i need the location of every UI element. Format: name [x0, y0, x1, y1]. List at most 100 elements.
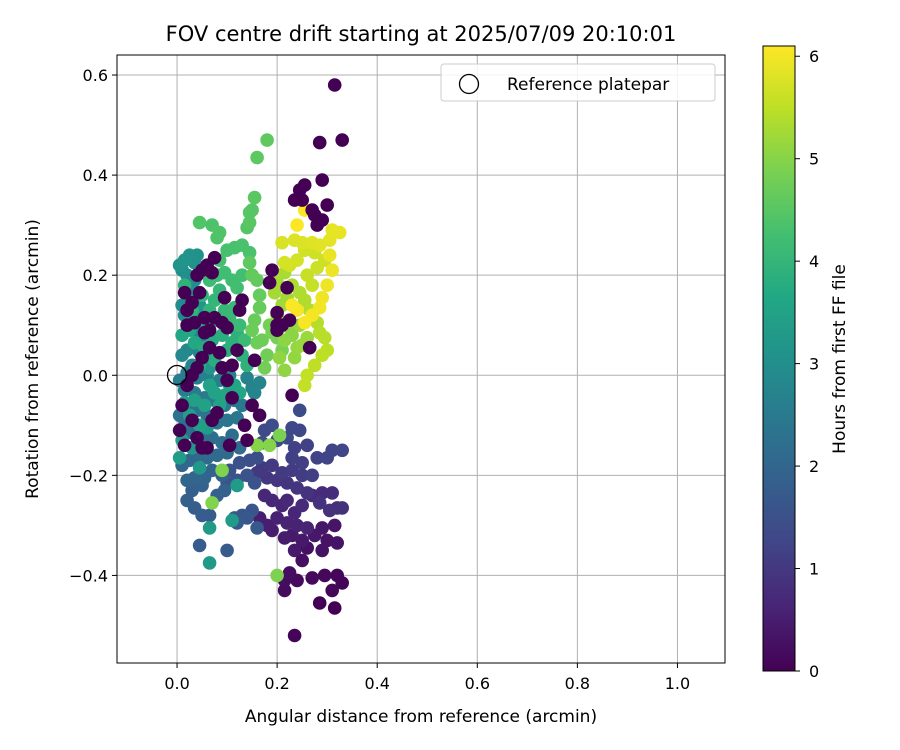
- data-point: [250, 521, 264, 535]
- data-point: [207, 250, 222, 265]
- data-point: [217, 483, 232, 498]
- colorbar-tick-label: 0: [809, 662, 819, 681]
- data-point: [247, 386, 262, 400]
- data-point: [325, 486, 340, 500]
- y-tick-label: 0.4: [83, 166, 108, 185]
- data-point: [317, 330, 332, 345]
- y-tick-label: −0.2: [69, 466, 108, 485]
- data-point: [252, 300, 267, 315]
- y-tick-label: 0.2: [83, 266, 108, 285]
- colorbar-tick-label: 1: [809, 560, 819, 579]
- data-point: [310, 218, 325, 232]
- data-point: [252, 408, 267, 423]
- data-point: [275, 235, 289, 250]
- data-point: [327, 78, 342, 92]
- reference-marker: [166, 364, 188, 386]
- data-point: [310, 451, 325, 465]
- data-point: [245, 203, 259, 217]
- colorbar: [762, 45, 796, 672]
- data-point: [205, 265, 219, 280]
- legend-box: [440, 63, 716, 102]
- data-point: [187, 315, 202, 330]
- data-point: [202, 323, 217, 338]
- data-point: [242, 245, 257, 260]
- data-point: [245, 323, 259, 338]
- data-point: [217, 290, 232, 305]
- legend-label: Reference platepar: [507, 75, 669, 95]
- data-point: [285, 463, 299, 478]
- data-point: [195, 350, 209, 365]
- data-point: [247, 476, 262, 490]
- legend-marker: [458, 73, 480, 95]
- data-point: [277, 255, 292, 270]
- data-point: [277, 583, 292, 598]
- data-point: [192, 285, 207, 300]
- data-point: [205, 496, 219, 510]
- data-point: [237, 333, 252, 348]
- data-point: [245, 398, 259, 413]
- data-point: [192, 461, 207, 475]
- data-point: [335, 443, 350, 458]
- data-point: [265, 458, 279, 473]
- data-point: [320, 278, 335, 293]
- data-point: [297, 315, 312, 330]
- data-point: [305, 571, 320, 585]
- data-point: [280, 493, 294, 508]
- data-point: [272, 350, 287, 365]
- data-point: [222, 438, 237, 453]
- data-point: [312, 135, 327, 150]
- data-point: [240, 433, 254, 448]
- data-point: [335, 133, 350, 147]
- data-point: [250, 273, 264, 288]
- data-point: [175, 398, 189, 413]
- data-point: [287, 628, 302, 643]
- data-point: [320, 198, 335, 212]
- data-point: [220, 373, 234, 388]
- data-point: [177, 253, 192, 267]
- data-point: [232, 318, 247, 333]
- data-point: [312, 496, 327, 510]
- data-point: [257, 488, 272, 503]
- data-point: [270, 568, 284, 583]
- data-point: [322, 248, 337, 262]
- x-axis-ticks: 0.0 0.2 0.4 0.6 0.8 1.0: [164, 663, 690, 693]
- data-point: [177, 285, 192, 300]
- data-point: [260, 133, 274, 147]
- x-tick-label: 0.8: [565, 674, 590, 693]
- data-point: [202, 521, 217, 535]
- data-point: [202, 556, 217, 570]
- data-point: [262, 275, 277, 290]
- data-point: [172, 451, 187, 465]
- data-point: [280, 280, 294, 295]
- data-point: [325, 263, 340, 278]
- colorbar-tick-label: 4: [809, 252, 819, 271]
- y-tick-label: 0.6: [83, 66, 108, 85]
- data-point: [335, 501, 350, 515]
- x-tick-label: 0.4: [364, 674, 389, 693]
- data-point: [190, 361, 204, 375]
- data-point: [192, 215, 207, 230]
- data-point: [325, 443, 340, 458]
- data-point: [295, 553, 310, 568]
- data-point: [230, 478, 244, 493]
- data-point: [252, 288, 267, 303]
- data-point: [180, 303, 194, 318]
- colorbar-ticks: 0 1 2 3 4 5 6: [795, 47, 819, 681]
- data-point: [297, 378, 312, 393]
- data-point: [285, 298, 299, 313]
- plot-frame: [116, 54, 726, 664]
- data-point: [250, 150, 264, 165]
- data-point: [330, 536, 345, 550]
- data-point: [277, 333, 292, 348]
- x-tick-label: 0.0: [164, 674, 189, 693]
- data-point: [247, 353, 262, 368]
- data-point: [285, 388, 299, 403]
- data-point: [180, 473, 194, 488]
- data-point: [232, 456, 247, 470]
- data-point: [260, 348, 274, 363]
- data-point: [302, 340, 317, 355]
- chart-title: FOV centre drift starting at 2025/07/09 …: [166, 22, 677, 46]
- data-point: [242, 255, 257, 270]
- data-point: [307, 358, 322, 373]
